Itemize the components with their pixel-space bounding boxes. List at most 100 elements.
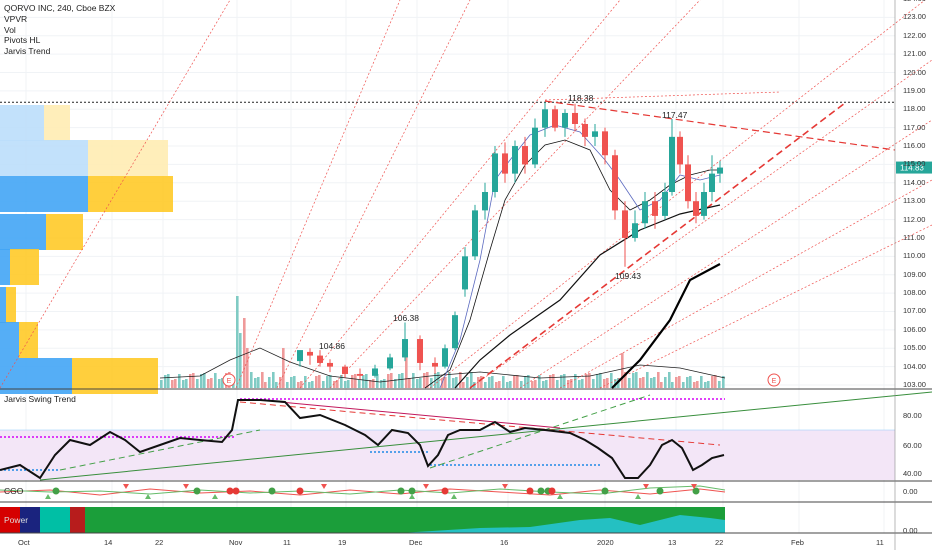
last-price-label: 114.83 — [900, 164, 924, 173]
y-tick-label: 104.00 — [903, 361, 926, 371]
volume-bars — [159, 296, 726, 388]
y-tick-label: 110.00 — [903, 251, 926, 261]
candle-body — [472, 210, 478, 257]
vpvr-bar — [19, 322, 38, 358]
volume-bar — [372, 379, 375, 388]
volume-bar — [668, 372, 671, 388]
swing-line — [0, 399, 725, 480]
legend-item-vol[interactable]: Vol — [4, 24, 16, 35]
fan-line — [544, 91, 781, 101]
volume-bar — [174, 379, 177, 388]
volume-bar — [624, 372, 627, 388]
cgo-pane — [0, 484, 726, 499]
x-tick-label: 14 — [104, 538, 113, 547]
candle-body — [492, 153, 498, 192]
volume-bar — [498, 381, 501, 388]
volume-bar — [236, 296, 239, 388]
volume-bar — [462, 382, 465, 388]
candle-body — [297, 350, 303, 362]
cgo-dot — [232, 487, 240, 495]
volume-bar — [398, 374, 401, 388]
volume-bar — [207, 379, 210, 388]
candle-body — [542, 109, 548, 128]
power-y-tick: 0.00 — [903, 526, 918, 535]
cgo-dot — [296, 487, 304, 495]
candle-body — [387, 357, 393, 369]
volume-bar — [570, 379, 573, 388]
volume-bar — [516, 375, 519, 388]
volume-bar — [495, 382, 498, 388]
volume-bar — [646, 372, 649, 388]
y-tick-label: 118.00 — [903, 104, 926, 114]
volume-bar — [272, 372, 275, 388]
cgo-dot — [52, 487, 60, 495]
legend-item-jarvis[interactable]: Jarvis Trend — [4, 46, 51, 57]
volume-bar — [448, 372, 451, 388]
volume-bar — [164, 375, 167, 388]
cgo-dot — [408, 487, 416, 495]
candle-body — [482, 192, 488, 211]
power-seg — [40, 507, 70, 533]
volume-bar — [401, 373, 404, 388]
x-tick-label: 2020 — [597, 538, 614, 547]
fan-line — [429, 0, 926, 389]
volume-bar — [239, 333, 242, 388]
candle-body — [677, 136, 683, 165]
volume-bar — [693, 382, 696, 388]
fan-line — [0, 0, 231, 389]
volume-bar — [642, 377, 645, 388]
cgo-dot — [441, 487, 449, 495]
volume-bar — [488, 377, 491, 388]
cgo-arrow — [45, 494, 51, 499]
volume-bar — [502, 376, 505, 388]
fan-line — [276, 0, 471, 389]
price-label-low: 109.43 — [615, 271, 641, 281]
candle-body — [642, 201, 648, 224]
vpvr-bar — [88, 140, 168, 176]
x-tick-label: 13 — [668, 538, 677, 547]
vpvr-bar — [0, 105, 44, 141]
volume-bar — [196, 379, 199, 388]
volume-bar — [531, 381, 534, 388]
vpvr-bar — [44, 105, 70, 141]
jarvis-trend — [611, 263, 721, 389]
fan-line — [469, 59, 932, 389]
volume-bar — [506, 382, 509, 388]
candle-body — [432, 362, 438, 367]
volume-bar — [711, 376, 714, 388]
ma-slow — [454, 204, 721, 389]
volume-bar — [322, 381, 325, 388]
volume-bar — [722, 376, 725, 388]
y-tick-label: 116.00 — [903, 141, 926, 151]
candle-body — [327, 362, 333, 367]
volume-bar — [682, 382, 685, 388]
legend-item-vpvr[interactable]: VPVR — [4, 13, 28, 24]
volume-bar — [369, 380, 372, 388]
x-tick-label: 16 — [500, 538, 509, 547]
candle-body — [709, 173, 715, 192]
y-tick-label: 106.00 — [903, 324, 926, 334]
candle-body — [652, 201, 658, 216]
cgo-dot — [656, 487, 664, 495]
y-tick-label: 121.00 — [903, 49, 926, 59]
volume-bar — [412, 373, 415, 388]
chart-legend: QORVO INC, 240, Cboe BZX VPVR Vol Pivots… — [4, 3, 115, 57]
volume-bar — [333, 381, 336, 388]
volume-bar — [250, 372, 253, 388]
volume-bar — [653, 377, 656, 388]
candle-body — [685, 164, 691, 202]
volume-bar — [452, 378, 455, 388]
fan-line — [599, 224, 932, 389]
vpvr-bar — [0, 287, 6, 323]
volume-bar — [246, 348, 249, 388]
power-seg — [70, 507, 85, 533]
volume-bar — [416, 379, 419, 388]
power-area — [400, 515, 725, 533]
legend-item-pivots[interactable]: Pivots HL — [4, 35, 41, 46]
cgo-dot — [397, 487, 405, 495]
volume-bar — [588, 373, 591, 388]
candle-body — [693, 201, 699, 216]
cgo-dot — [526, 487, 534, 495]
volume-bar — [599, 373, 602, 388]
volume-bar — [268, 377, 271, 388]
